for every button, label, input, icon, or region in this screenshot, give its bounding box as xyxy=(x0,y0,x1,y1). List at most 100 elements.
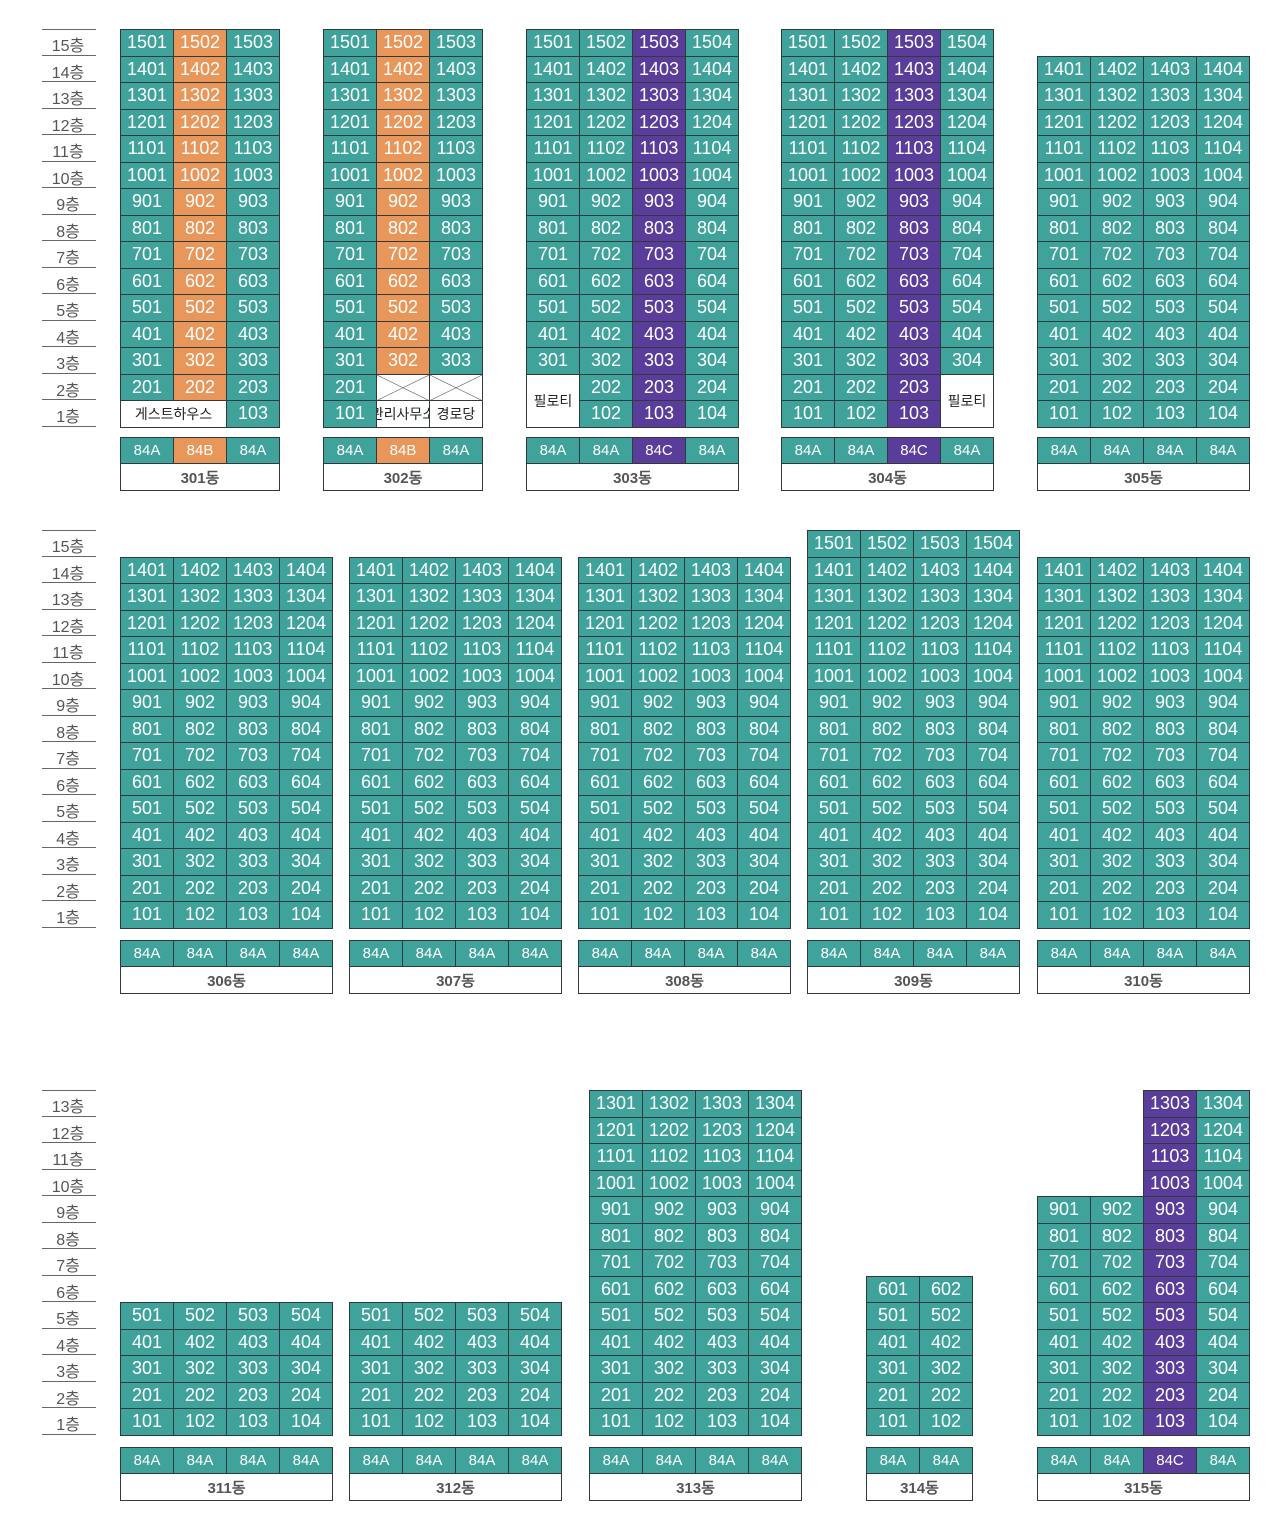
unit-cell[interactable]: 1002 xyxy=(834,161,888,189)
unit-cell[interactable]: 602 xyxy=(860,768,914,796)
unit-cell[interactable]: 1103 xyxy=(913,636,967,664)
unit-cell[interactable]: 303 xyxy=(1143,1355,1197,1383)
unit-cell[interactable]: 801 xyxy=(807,715,861,743)
unit-cell[interactable]: 302 xyxy=(173,347,227,375)
unit-cell[interactable]: 303 xyxy=(429,347,483,375)
unit-cell[interactable]: 804 xyxy=(940,214,994,242)
unit-cell[interactable]: 103 xyxy=(226,400,280,428)
unit-cell[interactable]: 101 xyxy=(1037,400,1091,428)
unit-cell[interactable]: 1301 xyxy=(120,583,174,611)
unit-cell[interactable]: 702 xyxy=(376,241,430,269)
unit-cell[interactable]: 502 xyxy=(834,294,888,322)
unit-cell[interactable]: 103 xyxy=(684,901,738,929)
unit-cell[interactable]: 803 xyxy=(632,214,686,242)
unit-cell[interactable]: 303 xyxy=(226,848,280,876)
unit-cell[interactable]: 1503 xyxy=(913,530,967,558)
unit-cell[interactable]: 1101 xyxy=(120,135,174,163)
unit-cell[interactable]: 401 xyxy=(781,320,835,348)
unit-cell[interactable]: 1004 xyxy=(508,662,562,690)
unit-cell[interactable]: 1203 xyxy=(913,609,967,637)
unit-cell[interactable]: 1303 xyxy=(429,82,483,110)
unit-cell[interactable]: 404 xyxy=(1196,1328,1250,1356)
unit-cell[interactable]: 102 xyxy=(402,1408,456,1436)
unit-cell[interactable]: 102 xyxy=(173,901,227,929)
unit-cell[interactable]: 1202 xyxy=(1090,108,1144,136)
unit-cell[interactable]: 801 xyxy=(1037,1222,1091,1250)
unit-cell[interactable]: 703 xyxy=(226,742,280,770)
unit-cell[interactable]: 703 xyxy=(695,1249,749,1277)
unit-cell[interactable]: 1303 xyxy=(226,583,280,611)
unit-cell[interactable]: 1002 xyxy=(1090,161,1144,189)
unit-cell[interactable]: 1002 xyxy=(1090,662,1144,690)
unit-cell[interactable]: 601 xyxy=(526,267,580,295)
unit-cell[interactable]: 703 xyxy=(1143,742,1197,770)
unit-cell[interactable]: 1203 xyxy=(429,108,483,136)
unit-cell[interactable]: 203 xyxy=(226,373,280,401)
unit-cell[interactable]: 104 xyxy=(1196,400,1250,428)
unit-cell[interactable]: 602 xyxy=(402,768,456,796)
unit-cell[interactable]: 1303 xyxy=(1143,1090,1197,1118)
unit-cell[interactable]: 202 xyxy=(402,874,456,902)
unit-cell[interactable]: 501 xyxy=(323,294,377,322)
unit-cell[interactable]: 201 xyxy=(349,1381,403,1409)
unit-cell[interactable]: 503 xyxy=(226,795,280,823)
unit-cell[interactable]: 1503 xyxy=(429,29,483,57)
unit-cell[interactable]: 903 xyxy=(429,188,483,216)
unit-cell[interactable]: 1101 xyxy=(1037,636,1091,664)
unit-cell[interactable]: 1201 xyxy=(781,108,835,136)
unit-cell[interactable]: 402 xyxy=(579,320,633,348)
unit-cell[interactable]: 1502 xyxy=(860,530,914,558)
unit-cell[interactable]: 703 xyxy=(913,742,967,770)
unit-cell[interactable]: 502 xyxy=(173,294,227,322)
unit-cell[interactable]: 903 xyxy=(684,689,738,717)
unit-cell[interactable]: 1202 xyxy=(834,108,888,136)
unit-cell[interactable]: 402 xyxy=(642,1328,696,1356)
unit-cell[interactable]: 1003 xyxy=(1143,662,1197,690)
unit-cell[interactable]: 902 xyxy=(642,1196,696,1224)
unit-cell[interactable]: 202 xyxy=(1090,1381,1144,1409)
unit-cell[interactable]: 902 xyxy=(1090,188,1144,216)
unit-cell[interactable]: 401 xyxy=(323,320,377,348)
unit-cell[interactable]: 701 xyxy=(349,742,403,770)
unit-cell[interactable]: 1203 xyxy=(632,108,686,136)
unit-cell[interactable]: 804 xyxy=(1196,1222,1250,1250)
unit-cell[interactable]: 1301 xyxy=(578,583,632,611)
unit-cell[interactable]: 303 xyxy=(684,848,738,876)
unit-cell[interactable]: 901 xyxy=(578,689,632,717)
unit-cell[interactable]: 301 xyxy=(589,1355,643,1383)
unit-cell[interactable]: 1001 xyxy=(120,161,174,189)
unit-cell[interactable]: 1303 xyxy=(1143,583,1197,611)
unit-cell[interactable]: 901 xyxy=(526,188,580,216)
unit-cell[interactable]: 702 xyxy=(1090,241,1144,269)
unit-cell[interactable]: 1401 xyxy=(120,556,174,584)
unit-cell[interactable]: 1302 xyxy=(376,82,430,110)
unit-cell[interactable]: 402 xyxy=(1090,1328,1144,1356)
unit-cell[interactable]: 402 xyxy=(173,1328,227,1356)
unit-cell[interactable]: 504 xyxy=(1196,1302,1250,1330)
unit-cell[interactable]: 602 xyxy=(834,267,888,295)
unit-cell[interactable]: 1201 xyxy=(323,108,377,136)
unit-cell[interactable]: 1402 xyxy=(173,556,227,584)
unit-cell[interactable]: 401 xyxy=(589,1328,643,1356)
unit-cell[interactable]: 1301 xyxy=(120,82,174,110)
unit-cell[interactable]: 1501 xyxy=(781,29,835,57)
unit-cell[interactable]: 501 xyxy=(120,1302,174,1330)
unit-cell[interactable]: 301 xyxy=(120,848,174,876)
unit-cell[interactable]: 603 xyxy=(226,267,280,295)
unit-cell[interactable]: 1001 xyxy=(1037,662,1091,690)
unit-cell[interactable]: 1404 xyxy=(940,55,994,83)
unit-cell[interactable]: 1003 xyxy=(684,662,738,690)
unit-cell[interactable]: 201 xyxy=(323,373,377,401)
unit-cell[interactable]: 203 xyxy=(455,874,509,902)
unit-cell[interactable]: 1202 xyxy=(376,108,430,136)
unit-cell[interactable]: 1103 xyxy=(455,636,509,664)
unit-cell[interactable]: 404 xyxy=(508,1328,562,1356)
unit-cell[interactable]: 1301 xyxy=(526,82,580,110)
unit-cell[interactable]: 902 xyxy=(376,188,430,216)
unit-cell[interactable]: 1204 xyxy=(1196,609,1250,637)
unit-cell[interactable]: 1004 xyxy=(748,1169,802,1197)
unit-cell[interactable]: 1304 xyxy=(279,583,333,611)
unit-cell[interactable]: 703 xyxy=(429,241,483,269)
unit-cell[interactable]: 304 xyxy=(1196,347,1250,375)
unit-cell[interactable]: 901 xyxy=(589,1196,643,1224)
